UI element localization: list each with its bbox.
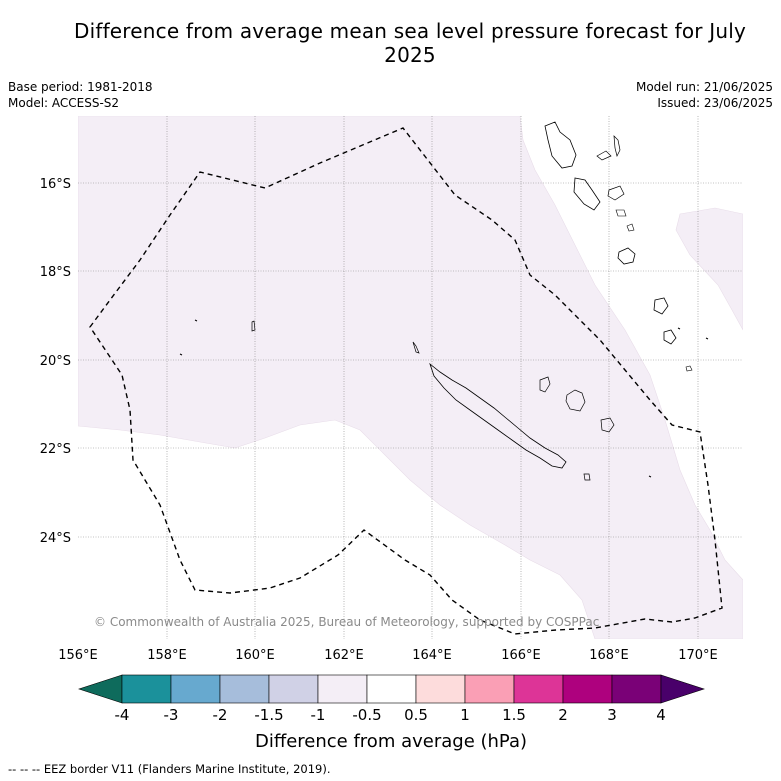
- belep-islands: [412, 341, 420, 354]
- colorbar-extend-low: [78, 674, 123, 704]
- vanuatu-ambae: [596, 150, 612, 161]
- copyright-text: © Commonwealth of Australia 2025, Bureau…: [94, 615, 599, 629]
- lat-label: 20°S: [40, 354, 71, 369]
- colorbar-tick: 4: [656, 706, 666, 724]
- colorbar-tick: -2: [213, 706, 228, 724]
- colorbar-tick: -0.5: [352, 706, 381, 724]
- issued-date: Issued: 23/06/2025: [657, 96, 773, 110]
- colorbar-segment: [415, 674, 466, 704]
- colorbar-segment: [219, 674, 270, 704]
- eez-border: [89, 127, 723, 635]
- colorbar-tick: 2: [558, 706, 568, 724]
- isle-of-pines: [583, 473, 591, 481]
- lat-label: 24°S: [40, 531, 71, 546]
- eez-legend-note: -- -- -- EEZ border V11 (Flanders Marine…: [8, 762, 331, 776]
- meta-left: Base period: 1981-2018 Model: ACCESS-S2: [8, 79, 153, 111]
- colorbar-segment: [170, 674, 221, 704]
- colorbar-tick: 3: [607, 706, 617, 724]
- colorbar-tick: -3: [164, 706, 179, 724]
- model-run: Model run: 21/06/2025: [635, 80, 773, 94]
- vanuatu-erromango: [653, 297, 669, 315]
- vanuatu-efate: [617, 247, 636, 265]
- islet-3: [705, 337, 709, 340]
- lat-label: 22°S: [40, 442, 71, 457]
- colorbar-extend-high: [660, 674, 705, 704]
- model-name: Model: ACCESS-S2: [8, 96, 120, 110]
- lon-label: 170°E: [678, 648, 718, 663]
- colorbar-tick: 1: [460, 706, 470, 724]
- chesterfield-islets: [251, 320, 256, 332]
- meta-right: Model run: 21/06/2025 Issued: 23/06/2025: [636, 79, 773, 111]
- islet-2: [179, 353, 183, 356]
- vanuatu-tanna: [663, 329, 677, 345]
- islet-5: [677, 327, 681, 330]
- lon-label: 158°E: [147, 648, 187, 663]
- colorbar-tick: 0.5: [404, 706, 428, 724]
- colorbar-segment: [268, 674, 319, 704]
- lon-label: 160°E: [235, 648, 275, 663]
- colorbar-label: Difference from average (hPa): [255, 731, 527, 752]
- lat-labels: 16°S 18°S 20°S 22°S 24°S: [40, 177, 71, 546]
- colorbar-tick: -4: [115, 706, 130, 724]
- islet-4: [648, 475, 652, 478]
- colorbar: [78, 674, 705, 704]
- lat-label: 16°S: [40, 177, 71, 192]
- colorbar-segment: [611, 674, 662, 704]
- islet-1: [194, 319, 198, 322]
- base-period: Base period: 1981-2018: [8, 80, 153, 94]
- lon-label: 162°E: [324, 648, 364, 663]
- colorbar-tick: 1.5: [502, 706, 526, 724]
- vanuatu-malakula: [573, 177, 601, 211]
- colorbar-ticks: -4 -3 -2 -1.5 -1 -0.5 0.5 1 1.5 2 3 4: [115, 706, 666, 724]
- vanuatu-epi: [615, 209, 627, 217]
- vanuatu-aneityum: [685, 365, 693, 372]
- loyalty-island-lifou: [565, 389, 586, 412]
- vanuatu-espiritu-santo: [544, 121, 577, 169]
- vanuatu-shepherds: [626, 223, 635, 232]
- loyalty-island-ouvea: [539, 376, 551, 393]
- loyalty-island-mare: [600, 417, 615, 433]
- lon-labels: 156°E 158°E 160°E 162°E 164°E 166°E 168°…: [58, 648, 718, 663]
- gridlines: [78, 116, 743, 639]
- colorbar-tick: -1: [311, 706, 326, 724]
- anomaly-shaded-region: [78, 116, 743, 639]
- lon-label: 168°E: [589, 648, 629, 663]
- lon-label: 166°E: [501, 648, 541, 663]
- colorbar-segment: [513, 674, 564, 704]
- new-caledonia-mainland: [429, 362, 567, 469]
- vanuatu-maewo: [613, 135, 621, 158]
- colorbar-segment: [464, 674, 515, 704]
- lon-label: 164°E: [412, 648, 452, 663]
- colorbar-segment: [562, 674, 613, 704]
- vanuatu-pentecost: [607, 185, 625, 201]
- colorbar-tick: -1.5: [254, 706, 283, 724]
- lon-label: 156°E: [58, 648, 98, 663]
- anomaly-shaded-region-east: [675, 207, 743, 331]
- colorbar-segment: [317, 674, 368, 704]
- lat-label: 18°S: [40, 265, 71, 280]
- map-title: Difference from average mean sea level p…: [73, 19, 747, 67]
- colorbar-segment: [121, 674, 172, 704]
- colorbar-segment: [366, 674, 417, 704]
- map-area: [78, 116, 743, 639]
